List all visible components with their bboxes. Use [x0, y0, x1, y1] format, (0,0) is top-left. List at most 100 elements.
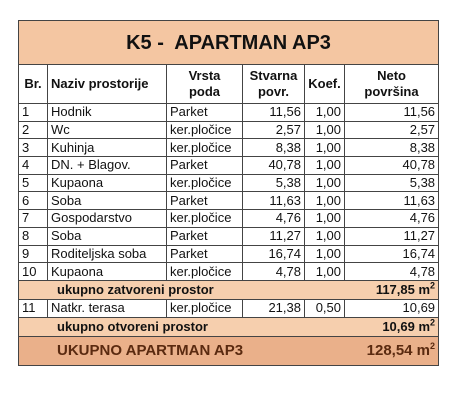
- cell: Soba: [47, 226, 167, 246]
- room-row: 6 Soba Parket 11,63 1,00 11,63: [18, 191, 440, 211]
- cell: ker.pločice: [166, 120, 243, 140]
- cell: 8,38: [343, 138, 440, 158]
- cell: 2: [18, 120, 48, 140]
- cell: 1,00: [304, 191, 345, 211]
- unit-exponent: 2: [430, 280, 436, 291]
- cell: 1,00: [304, 103, 345, 122]
- header-cell: Koef.: [304, 64, 345, 104]
- cell: 1,00: [304, 226, 345, 246]
- cell: 2,57: [343, 120, 440, 140]
- total-label: ukupno zatvoreni prostor: [18, 279, 305, 300]
- title: K5 - APARTMAN AP3: [17, 20, 440, 65]
- header-cell: Vrsta poda: [166, 64, 243, 104]
- cell: 1: [18, 103, 48, 122]
- header-text: povr.: [257, 84, 290, 99]
- cell: Hodnik: [47, 103, 167, 122]
- room-row: 11 Natkr. terasa ker.pločice 21,38 0,50 10,69: [18, 298, 440, 318]
- cell: 1,00: [304, 156, 345, 175]
- cell: 11,56: [242, 103, 305, 122]
- cell: Parket: [166, 244, 243, 264]
- cell: ker.pločice: [166, 298, 243, 318]
- cell: 4,78: [242, 262, 305, 281]
- cell: Gospodarstvo: [47, 209, 167, 228]
- cell: Kupaona: [47, 262, 167, 281]
- cell: 11,27: [242, 226, 305, 246]
- cell: 4,76: [343, 209, 440, 228]
- cell: 11,56: [343, 103, 440, 122]
- header-text: Neto: [377, 68, 406, 83]
- header-text: Vrsta: [188, 68, 221, 83]
- header-text: površina: [364, 84, 419, 99]
- cell: 16,74: [343, 244, 440, 264]
- cell: 0,50: [304, 298, 345, 318]
- cell: Roditeljska soba: [47, 244, 167, 264]
- cell: 11,63: [242, 191, 305, 211]
- header-row: Br. Naziv prostorije Vrsta poda Stvarna povr.…: [18, 64, 440, 104]
- total-number: 117,85 m: [375, 281, 431, 297]
- cell: 7: [18, 209, 48, 228]
- room-row: 4 DN. + Blagov. Parket 40,78 1,00 40,78: [18, 156, 440, 175]
- open-total-row: ukupno otvoreni prostor 10,69 m2: [18, 316, 440, 337]
- total-label: UKUPNO APARTMAN AP3: [18, 335, 305, 366]
- total-value: 128,54 m2: [304, 335, 440, 366]
- cell: 10,69: [343, 298, 440, 318]
- cell: 4: [18, 156, 48, 175]
- total-label: ukupno otvoreni prostor: [18, 316, 305, 337]
- cell: 5: [18, 173, 48, 193]
- cell: 11,63: [343, 191, 440, 211]
- header-text: Br.: [24, 76, 42, 91]
- cell: Kupaona: [47, 173, 167, 193]
- cell: ker.pločice: [166, 138, 243, 158]
- table-body: K5 - APARTMAN AP3 Br. Naziv prostorije Vrst…: [17, 20, 440, 366]
- cell: Soba: [47, 191, 167, 211]
- cell: 3: [18, 138, 48, 158]
- cell: 11,27: [343, 226, 440, 246]
- cell: Parket: [166, 103, 243, 122]
- cell: ker.pločice: [166, 262, 243, 281]
- total-value: 10,69 m2: [304, 316, 440, 337]
- area-table: K5 - APARTMAN AP3 Br. Naziv prostorije Vrst…: [17, 20, 440, 366]
- cell: 21,38: [242, 298, 305, 318]
- cell: 5,38: [242, 173, 305, 193]
- header-cell: Neto površina: [343, 64, 440, 104]
- cell: 1,00: [304, 173, 345, 193]
- cell: 1,00: [304, 120, 345, 140]
- cell: 1,00: [304, 138, 345, 158]
- cell: 9: [18, 244, 48, 264]
- cell: 5,38: [343, 173, 440, 193]
- header-text: Stvarna: [249, 68, 298, 83]
- header-text: Koef.: [308, 76, 341, 91]
- cell: Wc: [47, 120, 167, 140]
- cell: 6: [18, 191, 48, 211]
- header-text: poda: [188, 84, 221, 99]
- cell: Parket: [166, 156, 243, 175]
- cell: 1,00: [304, 244, 345, 264]
- unit-exponent: 2: [430, 340, 436, 351]
- cell: Parket: [166, 191, 243, 211]
- grand-total-row: UKUPNO APARTMAN AP3 128,54 m2: [18, 335, 440, 366]
- room-row: 7 Gospodarstvo ker.pločice 4,76 1,00 4,76: [18, 209, 440, 228]
- cell: ker.pločice: [166, 209, 243, 228]
- room-row: 9 Roditeljska soba Parket 16,74 1,00 16,74: [18, 244, 440, 264]
- cell: ker.pločice: [166, 173, 243, 193]
- unit-exponent: 2: [430, 317, 436, 328]
- cell: 4,76: [242, 209, 305, 228]
- cell: DN. + Blagov.: [47, 156, 167, 175]
- header-cell: Br.: [18, 64, 48, 104]
- closed-total-row: ukupno zatvoreni prostor 117,85 m2: [18, 279, 440, 300]
- room-row: 5 Kupaona ker.pločice 5,38 1,00 5,38: [18, 173, 440, 193]
- room-row: 1 Hodnik Parket 11,56 1,00 11,56: [18, 103, 440, 122]
- total-number: 10,69 m: [382, 318, 431, 334]
- cell: 2,57: [242, 120, 305, 140]
- room-row: 3 Kuhinja ker.pločice 8,38 1,00 8,38: [18, 138, 440, 158]
- total-value: 117,85 m2: [304, 279, 440, 300]
- cell: 40,78: [242, 156, 305, 175]
- cell: 10: [18, 262, 48, 281]
- total-number: 128,54 m: [366, 341, 431, 359]
- cell: Kuhinja: [47, 138, 167, 158]
- title-row: K5 - APARTMAN AP3: [17, 20, 440, 65]
- cell: Parket: [166, 226, 243, 246]
- header-cell: Stvarna povr.: [242, 64, 305, 104]
- cell: 4,78: [343, 262, 440, 281]
